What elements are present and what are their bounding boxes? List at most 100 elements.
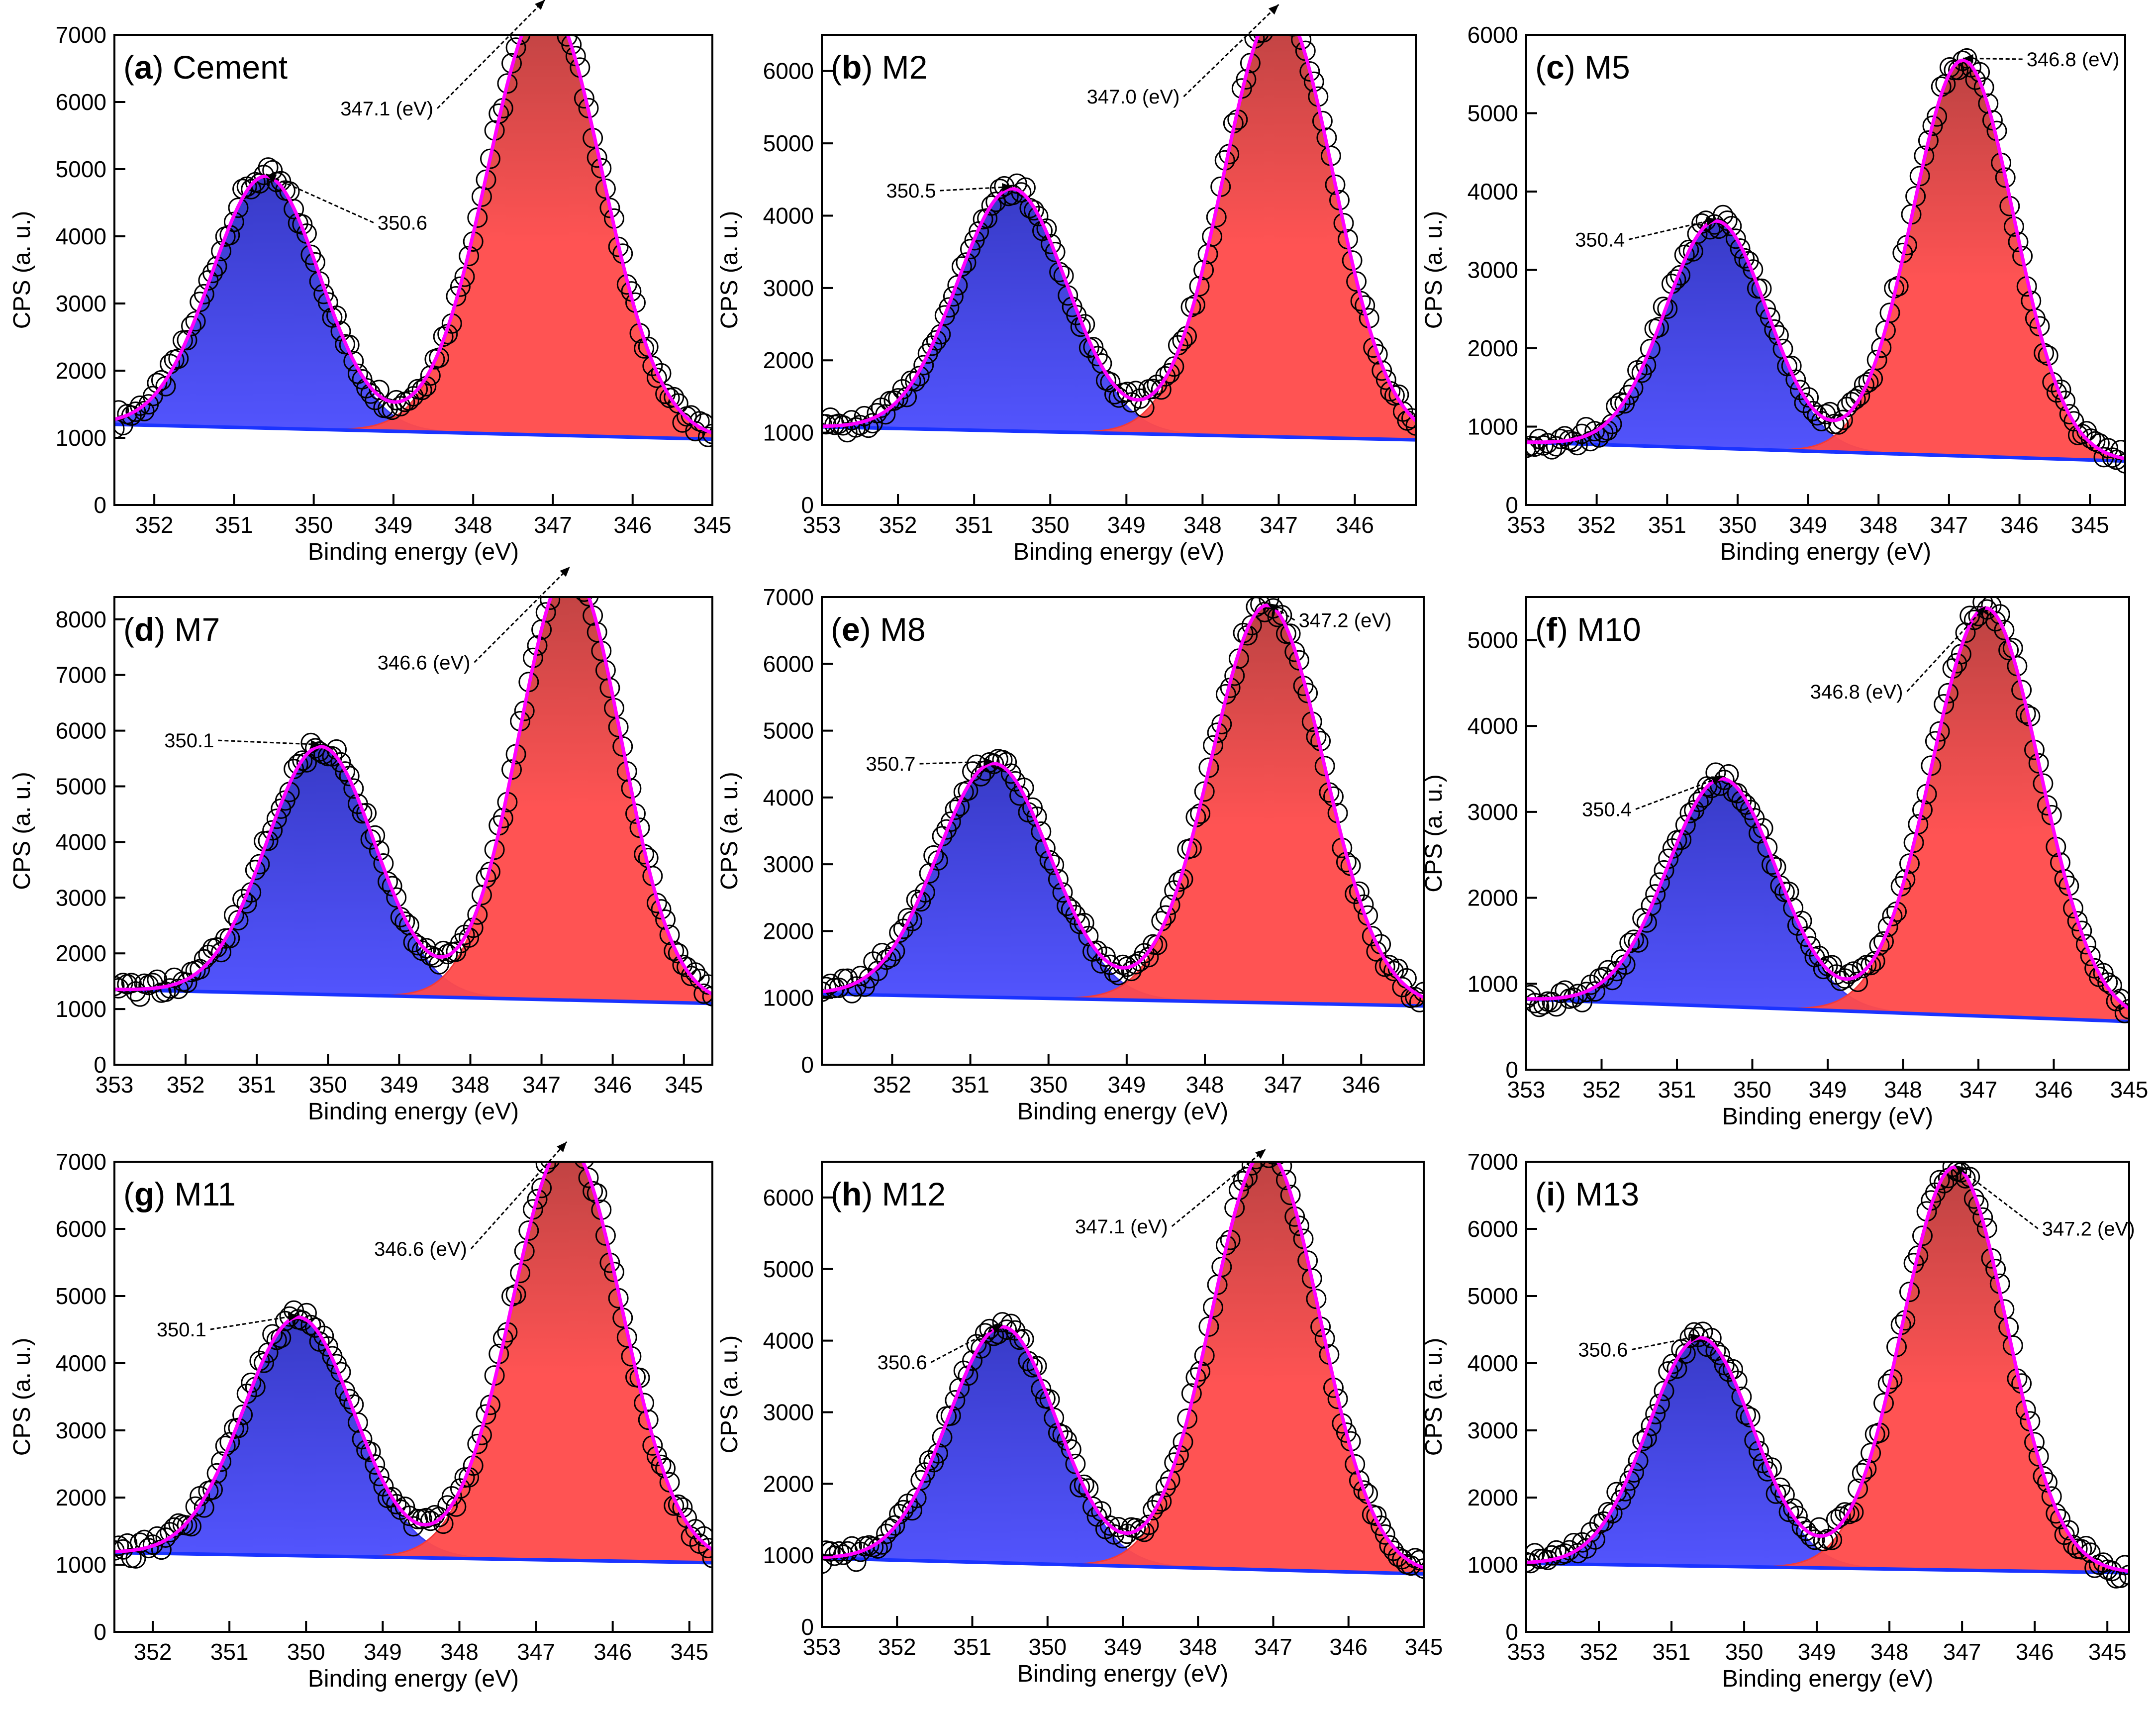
- annotation-arrow: [470, 1141, 568, 1250]
- data-point: [471, 186, 492, 207]
- y-tick-label: 1000: [763, 1542, 814, 1568]
- data-point: [1413, 1558, 1424, 1579]
- data-point: [519, 15, 538, 34]
- data-point: [1899, 1282, 1920, 1303]
- data-point: [1333, 213, 1354, 233]
- data-point: [437, 944, 458, 965]
- x-tick-label: 346: [1329, 1634, 1368, 1660]
- peak-annotation: 347.2 (eV): [2042, 1218, 2135, 1240]
- x-tick-label: 346: [2035, 1077, 2073, 1103]
- background-line: [822, 425, 1416, 442]
- data-point: [697, 426, 712, 447]
- data-point: [693, 1526, 712, 1547]
- data-point: [595, 1225, 616, 1246]
- data-point: [612, 736, 633, 757]
- data-point: [1125, 1517, 1146, 1538]
- y-tick-label: 1000: [56, 425, 106, 451]
- data-point: [822, 1553, 832, 1574]
- annotation-arrow: [1963, 57, 2023, 60]
- y-tick-label: 3000: [56, 885, 106, 910]
- y-tick-label: 2000: [1468, 885, 1518, 911]
- x-axis-label: Binding energy (eV): [308, 539, 519, 565]
- data-point: [591, 158, 612, 179]
- background-line: [822, 992, 1424, 1008]
- x-tick-label: 353: [1507, 1077, 1546, 1103]
- x-tick-label: 346: [1336, 512, 1374, 538]
- data-point: [1299, 61, 1320, 82]
- peak-annotation: 347.0 (eV): [1087, 86, 1180, 108]
- data-point: [1649, 872, 1670, 893]
- envelope-fit: [114, 1162, 712, 1554]
- y-tick-label: 8000: [56, 606, 106, 632]
- data-point: [1053, 265, 1074, 286]
- data-point: [535, 602, 556, 623]
- y-tick-label: 0: [94, 492, 106, 518]
- y-tick-label: 3000: [56, 291, 106, 316]
- data-point: [914, 1462, 935, 1483]
- y-tick-label: 4000: [56, 829, 106, 855]
- panel-title: (e) M8: [831, 611, 926, 648]
- data-point: [1929, 1170, 1950, 1191]
- data-point: [1640, 339, 1661, 359]
- y-tick-label: 6000: [763, 1185, 814, 1210]
- x-tick-label: 348: [1860, 512, 1898, 538]
- plot-frame: [113, 596, 713, 1066]
- data-point: [664, 387, 685, 407]
- plot-frame: [113, 34, 713, 506]
- data-point: [837, 968, 858, 989]
- x-tick-label: 353: [803, 512, 841, 538]
- data-point: [518, 1220, 539, 1241]
- data-point: [566, 555, 585, 574]
- data-point: [1297, 683, 1318, 704]
- data-point: [185, 1496, 206, 1517]
- x-tick-label: 348: [1186, 1072, 1224, 1098]
- data-point: [1279, 2, 1298, 21]
- envelope-fit: [1526, 1165, 2129, 1573]
- data-point: [1275, 1170, 1296, 1191]
- x-tick-label: 348: [440, 1639, 479, 1665]
- x-tick-label: 347: [534, 512, 572, 538]
- data-point: [480, 148, 500, 169]
- data-point: [2028, 1446, 2049, 1467]
- data-point: [651, 1454, 672, 1475]
- y-tick-label: 6000: [1468, 1216, 1518, 1242]
- data-point: [651, 899, 672, 920]
- data-point: [2041, 1486, 2062, 1507]
- data-point: [271, 171, 292, 192]
- data-point: [258, 830, 279, 851]
- plot-area: [114, 1162, 712, 1569]
- data-point: [1121, 392, 1142, 413]
- data-point: [981, 195, 1002, 216]
- y-tick-label: 4000: [1468, 713, 1518, 739]
- y-tick-label: 7000: [56, 662, 106, 688]
- data-point: [1253, 35, 1273, 43]
- y-tick-label: 7000: [763, 584, 814, 610]
- data-point: [2046, 1503, 2066, 1524]
- data-point: [1649, 317, 1669, 337]
- x-tick-label: 351: [953, 1634, 991, 1660]
- data-point: [1666, 269, 1686, 290]
- data-point: [1383, 961, 1404, 982]
- y-tick-label: 5000: [763, 1256, 814, 1282]
- data-point: [2071, 920, 2092, 941]
- data-point: [1866, 350, 1887, 370]
- data-point: [369, 1466, 390, 1487]
- x-tick-label: 345: [665, 1072, 703, 1098]
- data-point: [228, 198, 249, 218]
- experimental-data: [1526, 597, 2129, 1023]
- data-point: [114, 1535, 129, 1556]
- y-tick-label: 4000: [1468, 1350, 1518, 1376]
- data-point: [1794, 393, 1815, 413]
- y-tick-label: 6000: [763, 651, 814, 677]
- envelope-fit: [822, 603, 1424, 999]
- data-point: [1882, 905, 1903, 926]
- data-point: [845, 417, 866, 438]
- y-tick-label: 6000: [56, 89, 106, 115]
- data-point: [574, 1162, 586, 1164]
- x-tick-label: 351: [1653, 1639, 1691, 1665]
- data-point: [1526, 993, 1545, 1013]
- data-point: [1918, 130, 1939, 151]
- annotation-arrowhead: [288, 1312, 298, 1321]
- annotation-arrowhead: [1955, 1165, 1965, 1175]
- x-tick-label: 352: [1580, 1639, 1618, 1665]
